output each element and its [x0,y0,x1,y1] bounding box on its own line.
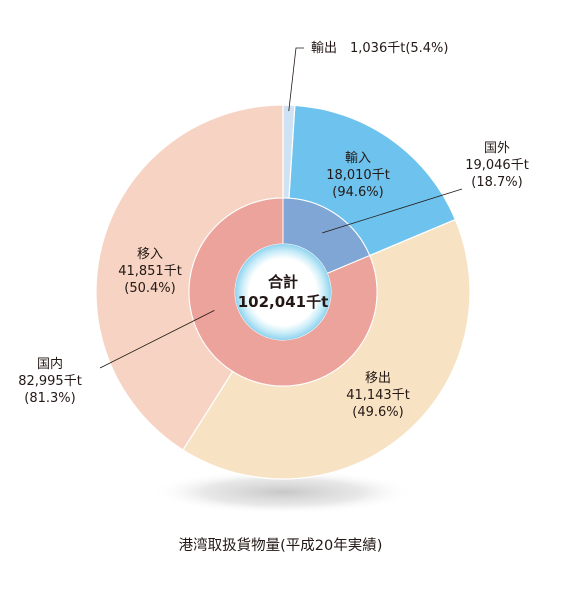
inbound-label-line-0: 移入 [137,247,163,262]
domestic-label-line-0: 国内 [37,356,63,372]
export-label: 輸出 1,036千t(5.4%) [311,41,448,56]
import-label-line-2: (94.6%) [332,185,383,200]
chart-caption: 港湾取扱貨物量(平成20年実績) [178,538,383,554]
import-label-line-1: 18,010千t [326,168,390,183]
foreign-label-line-2: (18.7%) [471,175,522,190]
foreign-label-line-0: 国外 [484,141,510,156]
foreign-leader [322,188,463,234]
outbound-label-line-0: 移出 [365,371,391,386]
center-total-value: 102,041千t [238,293,329,311]
outbound-label-line-1: 41,143千t [346,388,410,403]
import-label-line-0: 輸入 [345,151,371,166]
domestic-label-line-2: (81.3%) [24,391,75,406]
inbound-label-line-1: 41,851千t [118,264,182,279]
inbound-label-line-2: (50.4%) [124,281,175,296]
foreign-label-line-1: 19,046千t [465,158,529,173]
domestic-leader [99,310,215,369]
center-total-label: 合計 [267,273,298,291]
center-disc [235,244,331,340]
outbound-label-line-2: (49.6%) [352,405,403,420]
export-leader [288,47,304,112]
chart-shadow [151,470,415,514]
domestic-label-line-1: 82,995千t [18,374,82,389]
